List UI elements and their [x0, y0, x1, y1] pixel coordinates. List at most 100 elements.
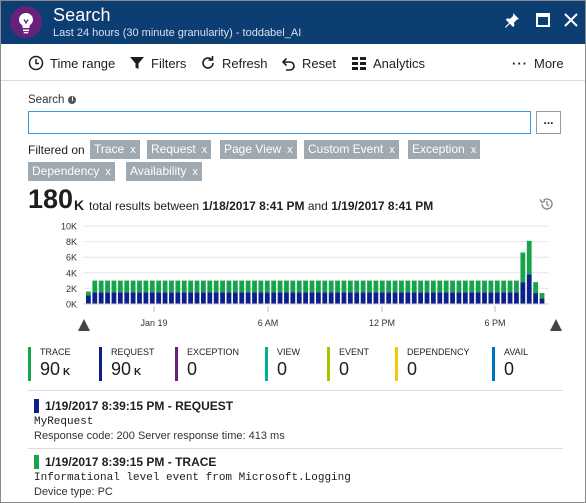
trace-bar[interactable] [296, 280, 302, 293]
request-bar[interactable] [111, 292, 117, 304]
filter-chip[interactable]: Availability x [126, 162, 202, 181]
request-bar[interactable] [130, 292, 136, 304]
trace-bar[interactable] [175, 280, 181, 293]
maximize-icon[interactable] [532, 9, 554, 31]
request-bar[interactable] [443, 292, 449, 304]
analytics-button[interactable]: Analytics [351, 52, 425, 74]
request-bar[interactable] [418, 292, 424, 304]
trace-bar[interactable] [252, 280, 257, 293]
trace-bar[interactable] [418, 280, 424, 293]
more-button[interactable]: ··· More [512, 52, 564, 74]
filter-chip[interactable]: Custom Event x [304, 140, 399, 159]
remove-filter-icon[interactable]: x [470, 144, 477, 156]
trace-bar[interactable] [149, 280, 155, 293]
request-bar[interactable] [424, 292, 430, 304]
request-bar[interactable] [386, 292, 392, 304]
request-bar[interactable] [335, 292, 340, 304]
trace-bar[interactable] [354, 280, 360, 293]
trace-bar[interactable] [207, 280, 213, 293]
trace-bar[interactable] [162, 280, 168, 293]
reset-button[interactable]: Reset [280, 52, 336, 74]
legend-item-availability[interactable]: AVAIL 0 [492, 347, 528, 381]
trace-bar[interactable] [335, 280, 340, 293]
trace-bar[interactable] [143, 280, 149, 293]
trace-bar[interactable] [328, 280, 334, 293]
trace-bar[interactable] [437, 280, 443, 293]
refresh-button[interactable]: Refresh [200, 52, 268, 74]
trace-bar[interactable] [456, 280, 462, 293]
range-start-handle[interactable] [78, 319, 90, 331]
request-bar[interactable] [494, 292, 500, 304]
remove-filter-icon[interactable]: x [130, 144, 136, 156]
request-bar[interactable] [354, 292, 360, 304]
trace-bar[interactable] [111, 280, 117, 293]
filter-chip[interactable]: Trace x [90, 140, 140, 159]
request-bar[interactable] [309, 292, 315, 304]
request-bar[interactable] [399, 292, 404, 304]
request-bar[interactable] [213, 292, 219, 304]
trace-bar[interactable] [271, 280, 277, 293]
trace-bar[interactable] [533, 282, 539, 294]
legend-item-view[interactable]: VIEW 0 [265, 347, 300, 381]
legend-item-trace[interactable]: TRACE 90 K [28, 347, 71, 381]
trace-bar[interactable] [431, 280, 436, 293]
request-bar[interactable] [220, 292, 225, 304]
request-bar[interactable] [316, 292, 321, 304]
request-bar[interactable] [411, 292, 417, 304]
trace-bar[interactable] [194, 280, 200, 293]
trace-bar[interactable] [501, 280, 507, 293]
request-bar[interactable] [520, 282, 526, 304]
trace-bar[interactable] [226, 280, 232, 293]
legend-item-exception[interactable]: EXCEPTION 0 [175, 347, 239, 381]
request-bar[interactable] [322, 292, 328, 304]
legend-item-request[interactable]: REQUEST 90 K [99, 347, 155, 381]
trace-bar[interactable] [411, 280, 417, 293]
request-bar[interactable] [514, 292, 519, 304]
request-bar[interactable] [245, 292, 251, 304]
trace-bar[interactable] [367, 280, 372, 293]
trace-bar[interactable] [169, 280, 174, 293]
request-bar[interactable] [284, 292, 289, 304]
trace-bar[interactable] [482, 280, 487, 293]
trace-bar[interactable] [98, 280, 104, 293]
trace-bar[interactable] [405, 280, 411, 293]
request-bar[interactable] [277, 292, 283, 304]
trace-bar[interactable] [264, 280, 270, 293]
request-bar[interactable] [207, 292, 213, 304]
trace-bar[interactable] [514, 280, 519, 293]
trace-bar[interactable] [322, 280, 328, 293]
trace-bar[interactable] [520, 252, 526, 283]
request-bar[interactable] [488, 292, 494, 304]
request-bar[interactable] [98, 292, 104, 304]
request-bar[interactable] [117, 292, 123, 304]
filter-chip[interactable]: Dependency x [28, 162, 115, 181]
trace-bar[interactable] [258, 280, 264, 293]
request-bar[interactable] [149, 292, 155, 304]
trace-bar[interactable] [341, 280, 347, 293]
request-bar[interactable] [92, 292, 98, 304]
legend-item-dependency[interactable]: DEPENDENCY 0 [395, 347, 470, 381]
filter-chip[interactable]: Request x [147, 140, 212, 159]
request-bar[interactable] [328, 292, 334, 304]
remove-filter-icon[interactable]: x [192, 166, 198, 178]
trace-bar[interactable] [450, 280, 455, 293]
request-bar[interactable] [226, 292, 232, 304]
request-bar[interactable] [347, 292, 353, 304]
trace-bar[interactable] [277, 280, 283, 293]
trace-bar[interactable] [539, 293, 545, 299]
request-bar[interactable] [533, 293, 539, 304]
request-bar[interactable] [303, 292, 309, 304]
request-bar[interactable] [124, 292, 130, 304]
remove-filter-icon[interactable]: x [389, 144, 395, 156]
request-bar[interactable] [379, 292, 385, 304]
close-icon[interactable] [560, 9, 582, 31]
request-bar[interactable] [405, 292, 411, 304]
trace-bar[interactable] [386, 280, 392, 293]
trace-bar[interactable] [245, 280, 251, 293]
filter-chip[interactable]: Page View x [220, 140, 297, 159]
request-bar[interactable] [232, 292, 238, 304]
search-options-button[interactable]: ... [536, 111, 561, 134]
request-bar[interactable] [271, 292, 277, 304]
request-bar[interactable] [290, 292, 296, 304]
request-bar[interactable] [539, 298, 545, 304]
